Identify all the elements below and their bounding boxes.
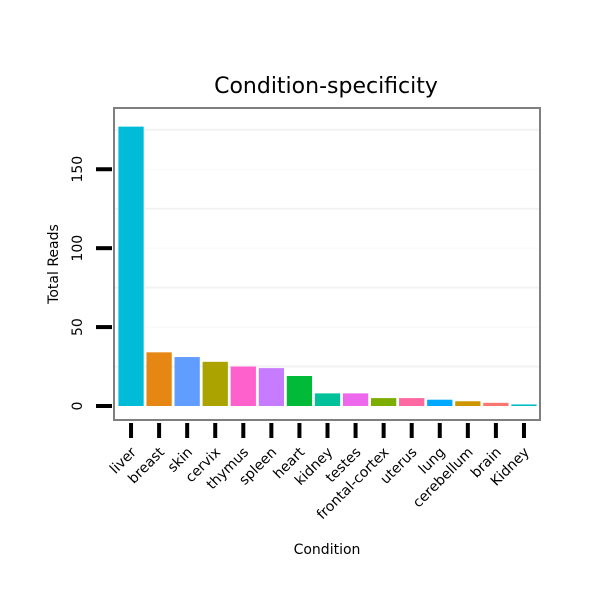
bar-cervix <box>202 361 228 406</box>
gridlines <box>115 128 539 368</box>
bar-skin <box>174 357 200 406</box>
bar-breast <box>146 352 172 406</box>
bar-thymus <box>230 366 256 406</box>
y-tick-label: 0 <box>70 402 86 411</box>
bar-uterus <box>399 398 425 406</box>
y-axis-title: Total Reads <box>46 224 62 305</box>
bar-kidney <box>314 393 341 406</box>
y-tick-label: 50 <box>70 318 86 336</box>
x-axis: liverbreastskincervixthymusspleenheartki… <box>107 423 533 523</box>
bar-testes <box>342 393 369 406</box>
bar-brain <box>483 402 509 406</box>
x-axis-title: Condition <box>294 542 361 558</box>
bar-liver <box>118 126 144 406</box>
bar-cerebellum <box>455 401 481 406</box>
bar-heart <box>286 376 313 406</box>
y-tick-label: 150 <box>70 156 86 183</box>
plot-frame <box>113 107 541 421</box>
y-tick-label: 100 <box>70 235 86 262</box>
chart-title: Condition-specificity <box>214 74 438 99</box>
bar-lung <box>427 399 453 406</box>
bars <box>118 126 537 406</box>
y-axis: 0 50 100 150 <box>70 156 112 411</box>
bar-spleen <box>258 368 284 406</box>
bar-kidney <box>511 404 537 406</box>
bar-frontal-cortex <box>371 398 397 406</box>
